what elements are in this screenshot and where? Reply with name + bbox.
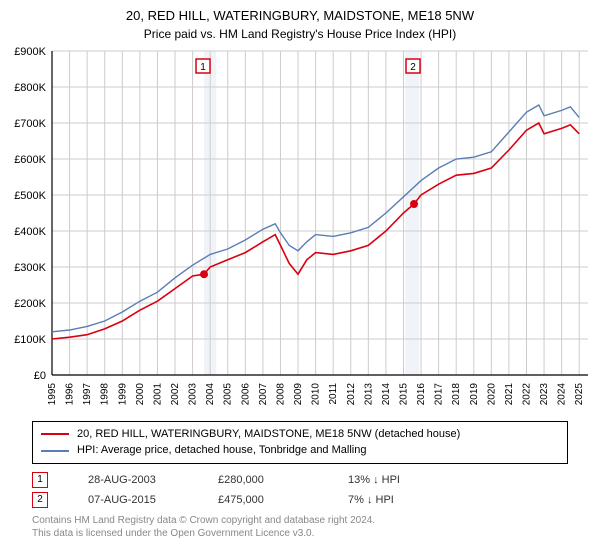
svg-text:2015: 2015: [398, 382, 409, 405]
svg-text:£700K: £700K: [14, 118, 46, 130]
footer-attribution: Contains HM Land Registry data © Crown c…: [32, 514, 568, 540]
marker-price: £280,000: [218, 474, 308, 486]
svg-text:2006: 2006: [240, 382, 251, 405]
svg-text:£400K: £400K: [14, 226, 46, 238]
svg-text:£600K: £600K: [14, 154, 46, 166]
svg-text:1995: 1995: [47, 382, 58, 405]
marker-number-box: 2: [32, 492, 48, 508]
svg-text:2017: 2017: [434, 382, 445, 405]
svg-text:2001: 2001: [152, 382, 163, 405]
svg-text:2009: 2009: [293, 382, 304, 405]
svg-text:£0: £0: [34, 370, 46, 382]
footer-line-1: Contains HM Land Registry data © Crown c…: [32, 514, 568, 527]
legend-row: 20, RED HILL, WATERINGBURY, MAIDSTONE, M…: [41, 426, 559, 443]
svg-text:2016: 2016: [416, 382, 427, 405]
marker-date: 07-AUG-2015: [88, 494, 178, 506]
footer-line-2: This data is licensed under the Open Gov…: [32, 527, 568, 540]
svg-text:£300K: £300K: [14, 262, 46, 274]
legend-swatch: [41, 433, 69, 435]
legend-swatch: [41, 450, 69, 452]
svg-text:2020: 2020: [486, 382, 497, 405]
svg-text:2024: 2024: [557, 382, 568, 405]
svg-text:£200K: £200K: [14, 298, 46, 310]
svg-text:2010: 2010: [311, 382, 322, 405]
chart-title: 20, RED HILL, WATERINGBURY, MAIDSTONE, M…: [0, 0, 600, 25]
svg-text:2014: 2014: [381, 382, 392, 405]
svg-text:2011: 2011: [328, 382, 339, 404]
chart-subtitle: Price paid vs. HM Land Registry's House …: [0, 25, 600, 45]
marker-price: £475,000: [218, 494, 308, 506]
svg-text:2013: 2013: [363, 382, 374, 405]
svg-text:1999: 1999: [117, 382, 128, 405]
svg-text:2019: 2019: [469, 382, 480, 405]
line-chart: £0 £100K £200K £300K £400K £500K £600K £700K £80…: [0, 45, 600, 415]
legend-label: HPI: Average price, detached house, Tonb…: [77, 442, 366, 459]
marker-delta: 7% ↓ HPI: [348, 494, 438, 506]
svg-text:£800K: £800K: [14, 82, 46, 94]
svg-text:£900K: £900K: [14, 46, 46, 58]
marker-delta: 13% ↓ HPI: [348, 474, 438, 486]
marker-number-box: 1: [32, 472, 48, 488]
legend-label: 20, RED HILL, WATERINGBURY, MAIDSTONE, M…: [77, 426, 460, 443]
svg-text:1: 1: [200, 62, 206, 73]
marker-date: 28-AUG-2003: [88, 474, 178, 486]
svg-text:2000: 2000: [135, 382, 146, 405]
svg-text:2004: 2004: [205, 382, 216, 405]
svg-text:2003: 2003: [188, 382, 199, 405]
svg-text:2022: 2022: [521, 382, 532, 405]
svg-text:1997: 1997: [82, 382, 93, 405]
svg-text:2002: 2002: [170, 382, 181, 405]
svg-text:2012: 2012: [346, 382, 357, 405]
svg-text:2023: 2023: [539, 382, 550, 405]
chart-container: 20, RED HILL, WATERINGBURY, MAIDSTONE, M…: [0, 0, 600, 560]
svg-text:2007: 2007: [258, 382, 269, 405]
svg-text:2021: 2021: [504, 382, 515, 405]
marker-table: 1 28-AUG-2003 £280,000 13% ↓ HPI 2 07-AUG-201…: [32, 470, 568, 510]
svg-text:2018: 2018: [451, 382, 462, 405]
marker-row: 2 07-AUG-2015 £475,000 7% ↓ HPI: [32, 490, 568, 510]
legend: 20, RED HILL, WATERINGBURY, MAIDSTONE, M…: [32, 421, 568, 464]
svg-text:£500K: £500K: [14, 190, 46, 202]
svg-text:2008: 2008: [275, 382, 286, 405]
svg-text:2025: 2025: [574, 382, 585, 405]
chart-area: £0 £100K £200K £300K £400K £500K £600K £700K £80…: [0, 45, 600, 415]
svg-text:2005: 2005: [223, 382, 234, 405]
svg-text:£100K: £100K: [14, 334, 46, 346]
svg-text:2: 2: [410, 62, 416, 73]
marker-row: 1 28-AUG-2003 £280,000 13% ↓ HPI: [32, 470, 568, 490]
legend-row: HPI: Average price, detached house, Tonb…: [41, 442, 559, 459]
svg-text:1998: 1998: [100, 382, 111, 405]
svg-text:1996: 1996: [65, 382, 76, 405]
